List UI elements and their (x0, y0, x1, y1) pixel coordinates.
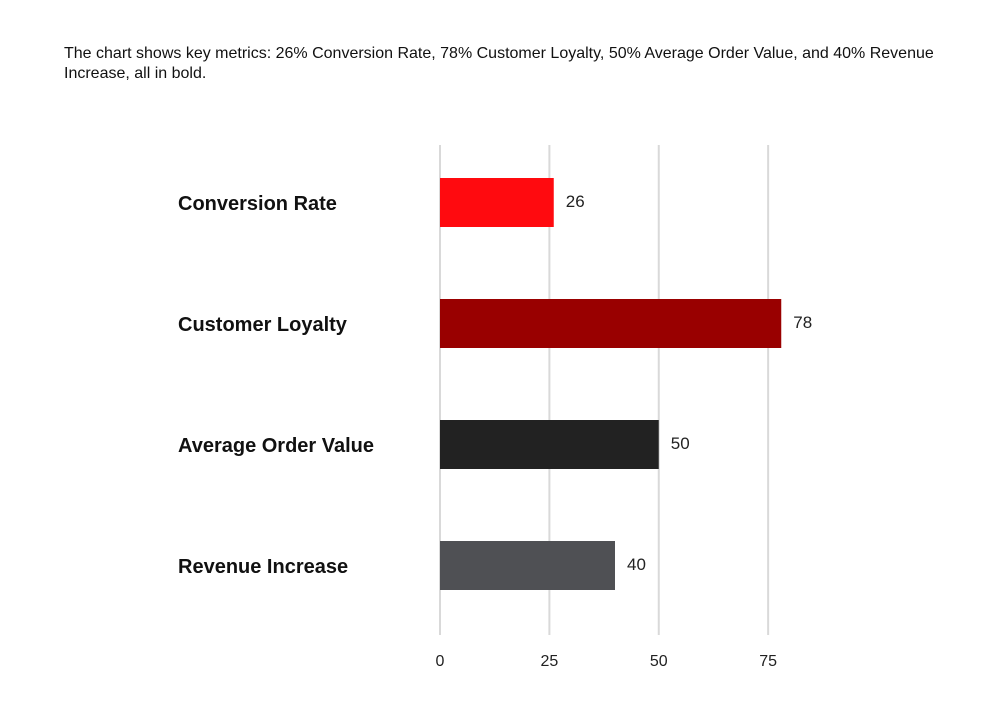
x-tick-label: 75 (759, 653, 777, 670)
x-tick-label: 25 (540, 653, 558, 670)
data-label: 26 (566, 192, 585, 211)
category-label: Revenue Increase (178, 556, 348, 578)
data-label: 78 (793, 313, 812, 332)
bar (440, 420, 659, 469)
bar (440, 178, 554, 227)
bar (440, 541, 615, 590)
bar (440, 299, 782, 348)
category-label: Customer Loyalty (178, 314, 348, 336)
x-tick-label: 0 (436, 653, 445, 670)
data-label: 40 (627, 555, 646, 574)
category-label: Conversion Rate (178, 193, 337, 215)
x-tick-label: 50 (650, 653, 668, 670)
category-label: Average Order Value (178, 435, 374, 457)
data-label: 50 (671, 434, 690, 453)
chart-caption: The chart shows key metrics: 26% Convers… (64, 45, 934, 82)
